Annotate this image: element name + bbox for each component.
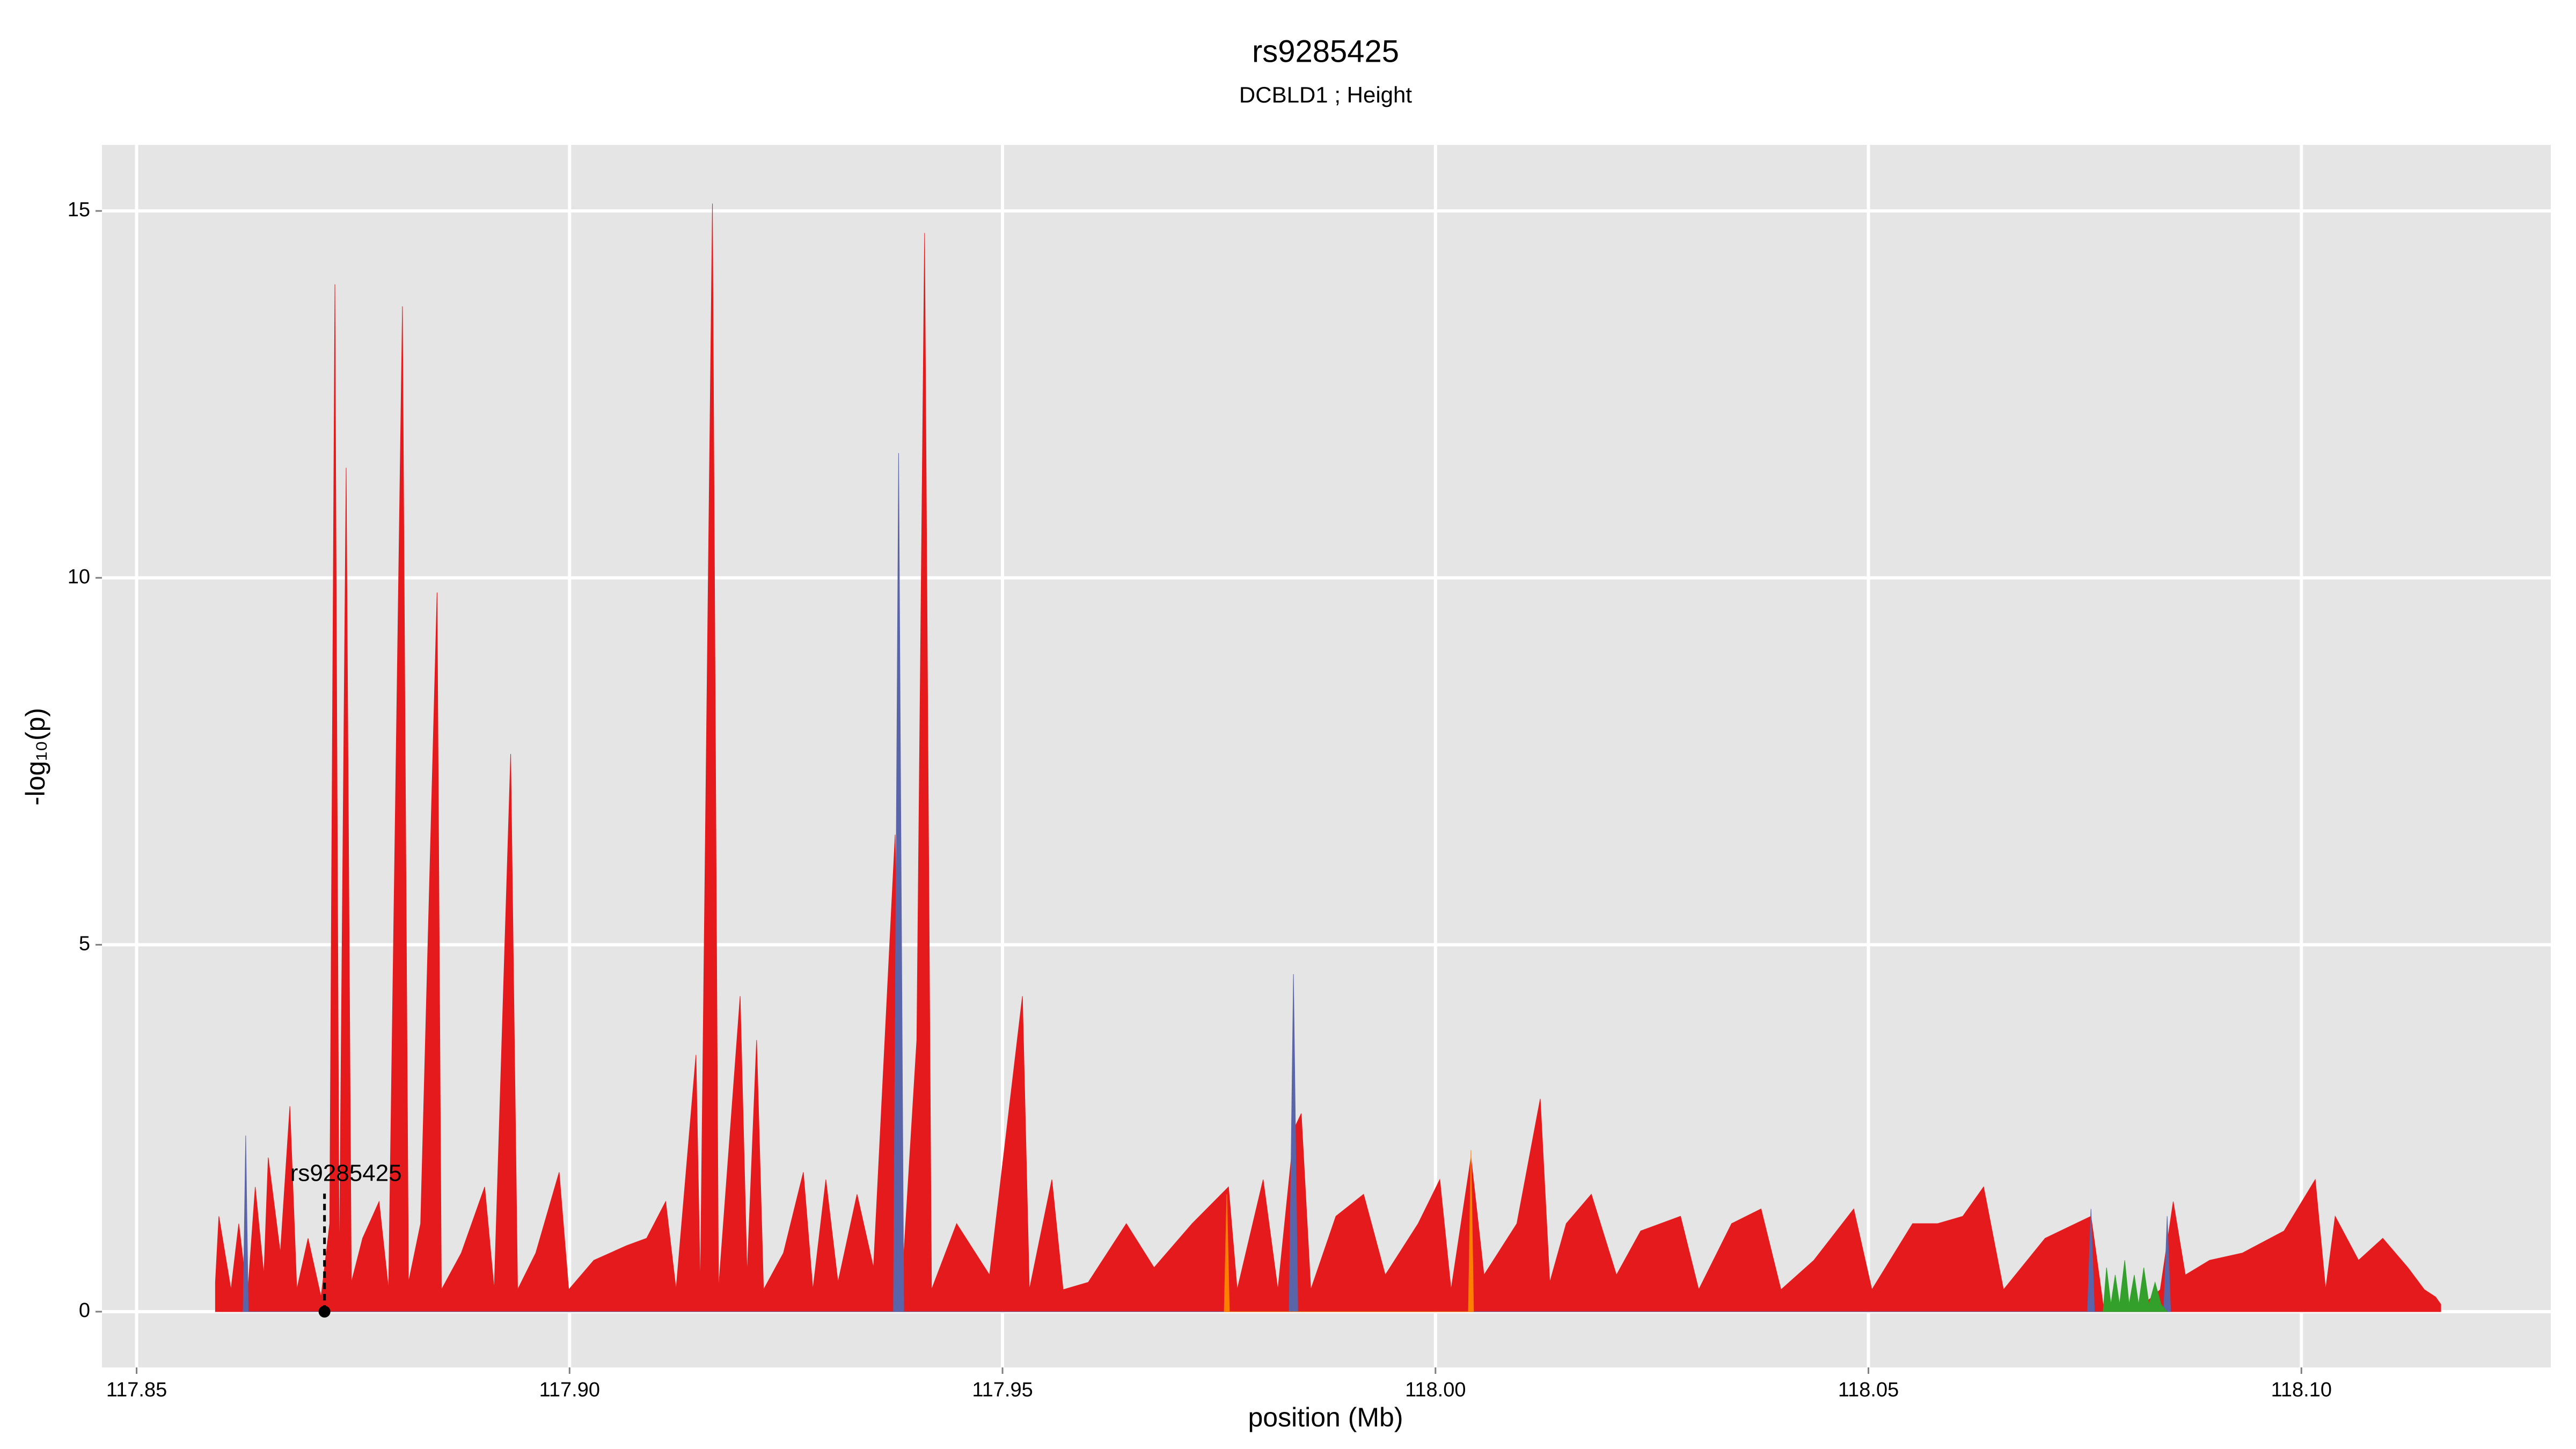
x-tick-label: 117.95 xyxy=(972,1379,1033,1401)
y-axis-label: -log₁₀(p) xyxy=(20,708,50,806)
y-tick-label: 0 xyxy=(79,1299,90,1322)
area-series xyxy=(215,203,2441,1312)
x-tick-label: 117.85 xyxy=(106,1379,167,1401)
area-series xyxy=(243,453,2171,1312)
axes: 117.85 117.90 117.95 118.00 118.05 118.10 0 5 10… xyxy=(68,199,2332,1401)
annotation-label: rs9285425 xyxy=(290,1160,402,1187)
area-series xyxy=(1224,1150,1474,1312)
x-tick-label: 117.90 xyxy=(539,1379,600,1401)
plot-panel xyxy=(102,145,2551,1367)
chart-subtitle: DCBLD1 ; Height xyxy=(1239,82,1412,107)
y-tick-label: 15 xyxy=(68,199,90,221)
x-tick-label: 118.00 xyxy=(1405,1379,1466,1401)
chart-title: rs9285425 xyxy=(1252,34,1399,69)
y-tick-label: 5 xyxy=(79,932,90,955)
y-tick-label: 10 xyxy=(68,566,90,588)
area-series xyxy=(2103,1260,2168,1312)
x-tick-label: 118.05 xyxy=(1838,1379,1899,1401)
annotation-point xyxy=(318,1306,331,1318)
x-tick-label: 118.10 xyxy=(2271,1379,2332,1401)
marks: rs9285425 xyxy=(215,203,2441,1318)
x-axis-label: position (Mb) xyxy=(1248,1402,1403,1432)
